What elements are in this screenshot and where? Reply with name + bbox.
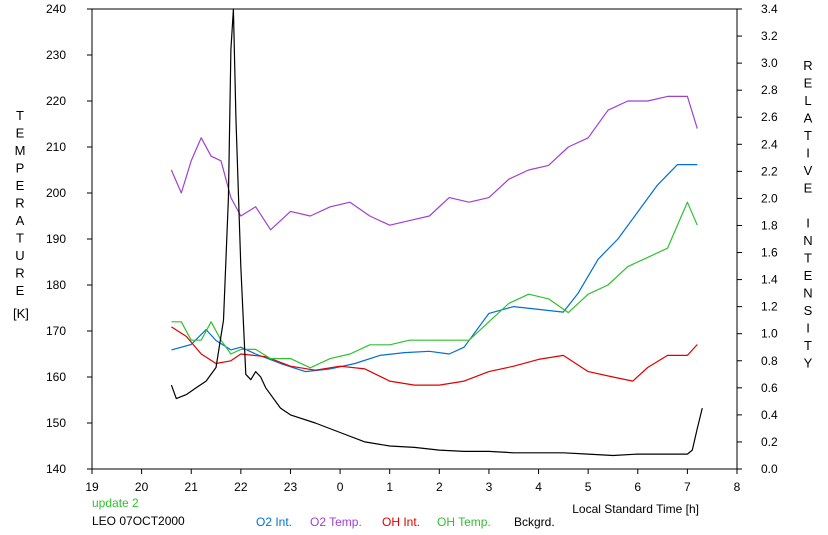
x-tick-label: 22 <box>234 480 248 494</box>
y-left-title-letter: R <box>15 266 24 281</box>
x-tick-label: 20 <box>135 480 149 494</box>
y-left-tick-label: 220 <box>46 94 66 108</box>
series-line-4 <box>170 8 703 457</box>
y-right-title-letter: I <box>806 216 810 231</box>
axis-ticks <box>87 8 742 474</box>
y-right-title-letter: V <box>804 163 813 178</box>
y-right-title-letter: T <box>804 338 812 353</box>
y-right-tick-label: 2.4 <box>761 137 778 151</box>
x-tick-label: 23 <box>284 480 298 494</box>
series-line-1 <box>170 95 698 231</box>
y-right-tick-label: 2.0 <box>761 191 778 205</box>
y-left-tick-label: 160 <box>46 370 66 384</box>
y-right-tick-label: 3.0 <box>761 56 778 70</box>
y-right-tick-label: 1.0 <box>761 327 778 341</box>
y-right-tick-label: 3.4 <box>761 2 778 16</box>
y-right-title-letter: I <box>806 321 810 336</box>
y-right-title-letter: N <box>803 233 812 248</box>
y-right-tick-label: 2.8 <box>761 83 778 97</box>
legend-o2-int: O2 Int. <box>256 515 292 529</box>
series-line-3 <box>171 201 698 369</box>
x-tick-label: 4 <box>535 480 542 494</box>
legend-oh-int: OH Int. <box>382 515 420 529</box>
legend-bckgrd: Bckgrd. <box>514 515 555 529</box>
y-right-tick-label: 0.8 <box>761 354 778 368</box>
y-left-tick-label: 200 <box>46 186 66 200</box>
y-left-title-letter: U <box>15 248 24 263</box>
y-right-tick-label: 0.4 <box>761 408 778 422</box>
y-right-title-letter: L <box>804 93 811 108</box>
series-layer <box>170 8 703 457</box>
plot-frame <box>91 8 738 470</box>
y-right-title-letter: S <box>804 303 813 318</box>
y-left-tick-label: 230 <box>46 48 66 62</box>
y-left-title-letter: T <box>16 231 24 246</box>
x-tick-label: 8 <box>734 480 741 494</box>
y-right-tick-label: 0.6 <box>761 381 778 395</box>
y-right-title-letter: E <box>804 76 813 91</box>
y-left-tick-label: 190 <box>46 232 66 246</box>
y-left-tick-label: 180 <box>46 278 66 292</box>
x-tick-label: 21 <box>185 480 199 494</box>
y-left-title-letter: E <box>16 178 25 193</box>
x-tick-label: 3 <box>486 480 493 494</box>
y-right-title-letter: T <box>804 251 812 266</box>
y-left-title-letter: E <box>16 283 25 298</box>
x-tick-label: 5 <box>585 480 592 494</box>
y-right-title-letter: N <box>803 286 812 301</box>
series-line-0 <box>171 164 698 373</box>
y-right-tick-label: 0.0 <box>761 462 778 476</box>
legend-oh-temp: OH Temp. <box>437 515 491 529</box>
y-right-tick-label: 1.2 <box>761 300 778 314</box>
y-left-tick-label: 170 <box>46 324 66 338</box>
y-left-unit: [K] <box>13 306 29 321</box>
y-left-title-letter: T <box>16 108 24 123</box>
y-left-tick-label: 150 <box>46 416 66 430</box>
update-note: update 2 <box>92 496 139 510</box>
x-tick-label: 6 <box>634 480 641 494</box>
labels-layer: 19 20 21 22 23 0 1 2 3 4 5 6 7 8140150160170180190200… <box>15 2 813 494</box>
y-left-title-letter: P <box>16 161 25 176</box>
y-left-title-letter: R <box>15 196 24 211</box>
y-left-title-letter: M <box>15 143 26 158</box>
x-tick-label: 1 <box>386 480 393 494</box>
y-right-title-letter: A <box>804 111 813 126</box>
y-right-tick-label: 3.2 <box>761 29 778 43</box>
y-right-tick-label: 1.6 <box>761 246 778 260</box>
x-tick-label: 7 <box>684 480 691 494</box>
y-right-tick-label: 1.8 <box>761 218 778 232</box>
y-left-tick-label: 240 <box>46 2 66 16</box>
legend-o2-temp: O2 Temp. <box>310 515 362 529</box>
y-right-title-letter: I <box>806 146 810 161</box>
y-right-title-letter: R <box>803 58 812 73</box>
x-axis-label: Local Standard Time [h] <box>572 502 699 516</box>
y-right-title-letter: T <box>804 128 812 143</box>
y-right-tick-label: 1.4 <box>761 273 778 287</box>
station-note: LEO 07OCT2000 <box>92 514 185 528</box>
y-right-title-letter: Y <box>804 356 813 371</box>
y-right-tick-label: 2.2 <box>761 164 778 178</box>
series-line-2 <box>171 326 698 386</box>
y-right-tick-label: 0.2 <box>761 435 778 449</box>
x-tick-label: 19 <box>85 480 99 494</box>
x-tick-label: 0 <box>337 480 344 494</box>
y-left-tick-label: 210 <box>46 140 66 154</box>
y-left-title-letter: A <box>16 213 25 228</box>
x-tick-label: 2 <box>436 480 443 494</box>
y-right-title-letter: E <box>804 268 813 283</box>
y-left-title-letter: E <box>16 126 25 141</box>
y-right-title-letter: E <box>804 181 813 196</box>
y-right-tick-label: 2.6 <box>761 110 778 124</box>
y-left-tick-label: 140 <box>46 462 66 476</box>
